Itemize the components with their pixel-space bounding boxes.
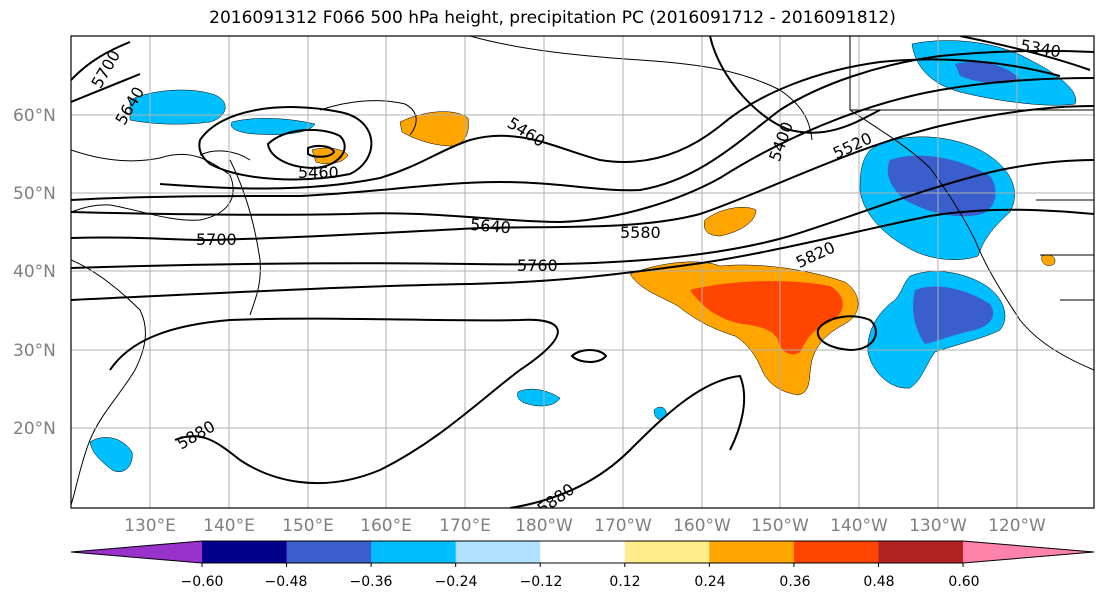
colorbar-tick-labels: −0.60 −0.48 −0.36 −0.24 −0.12 0.12 0.24 …: [181, 574, 980, 590]
lat-label-60: 60°N: [13, 106, 56, 126]
colorbar-cell: [455, 541, 541, 563]
colorbar-cell: [540, 541, 626, 563]
contour-5400: [709, 36, 881, 134]
colorbar-arrow-high: [963, 541, 1094, 563]
colorbar-tick-label: 0.12: [609, 574, 640, 590]
colorbar: −0.60 −0.48 −0.36 −0.24 −0.12 0.12 0.24 …: [70, 540, 1095, 590]
lon-label-160w: 160°W: [673, 516, 731, 536]
contour-label-5700-mid: 5700: [196, 230, 237, 249]
colorbar-cell: [624, 541, 710, 563]
contour-5760: [71, 159, 1094, 269]
contour-5580: [71, 49, 1094, 201]
precip-blob-central-pacific-red: [690, 281, 843, 355]
precip-blob-small-west: [89, 437, 133, 472]
lon-label-170w: 170°W: [594, 516, 652, 536]
contour-label-5460-kam: 5460: [298, 163, 339, 182]
lon-label-130w: 130°W: [909, 516, 967, 536]
colorbar-tick-label: 0.24: [694, 574, 725, 590]
colorbar-tick-label: −0.36: [350, 574, 393, 590]
contour-5640-west: [71, 73, 141, 103]
contour-5460-core: [307, 144, 336, 158]
lat-label-40: 40°N: [13, 262, 56, 282]
lat-label-30: 30°N: [13, 341, 56, 361]
lon-label-150w: 150°W: [751, 516, 809, 536]
contour-closed-pacific: [816, 315, 877, 352]
precip-blob-california-offshore-dark: [913, 286, 994, 344]
colorbar-cell: [286, 541, 372, 563]
colorbar-tick-label: −0.12: [520, 574, 563, 590]
contour-5460-outer: [198, 106, 373, 181]
contour-5700: [71, 105, 1094, 242]
contour-label-5580: 5580: [620, 223, 661, 242]
lon-label-180w: 180°W: [515, 516, 573, 536]
contour-5460-inner: [266, 128, 346, 170]
contour-5520: [159, 58, 1061, 190]
colorbar-cells: [70, 540, 1095, 564]
colorbar-cell: [878, 541, 964, 563]
map-title: 2016091312 F066 500 hPa height, precipit…: [209, 8, 896, 28]
precip-blob-canada-north-dark: [955, 61, 1020, 84]
lat-label-20: 20°N: [13, 419, 56, 439]
contour-closed-small: [570, 349, 608, 363]
contour-label-5640-mid: 5640: [469, 215, 511, 237]
contour-5700-west: [71, 41, 131, 81]
lon-label-150e: 150°E: [282, 516, 334, 536]
contour-label-5760: 5760: [517, 256, 558, 275]
contour-5880: [109, 317, 559, 485]
colorbar-cell: [793, 541, 879, 563]
colorbar-arrow-low: [71, 541, 202, 563]
lon-label-120w: 120°W: [988, 516, 1046, 536]
contour-5640: [71, 77, 1094, 224]
lon-label-130e: 130°E: [124, 516, 176, 536]
height-contours: [71, 36, 1094, 508]
colorbar-ticks: [201, 563, 964, 567]
colorbar-tick-label: −0.60: [181, 574, 224, 590]
colorbar-tick-label: 0.48: [863, 574, 894, 590]
longitude-labels: 130°E 140°E 150°E 160°E 170°E 180°W 170°…: [124, 516, 1046, 536]
colorbar-cell: [202, 541, 288, 563]
precip-blob-hawaii-north-orange: [704, 207, 757, 237]
colorbar-cell: [371, 541, 457, 563]
colorbar-tick-label: −0.24: [435, 574, 478, 590]
colorbar-tick-label: −0.48: [265, 574, 308, 590]
precip-blob-asia-north: [129, 89, 226, 125]
lon-label-140e: 140°E: [203, 516, 255, 536]
lat-label-50: 50°N: [13, 184, 56, 204]
lon-label-170e: 170°E: [439, 516, 491, 536]
graticule: [71, 36, 1094, 508]
contour-5880-south: [509, 374, 746, 508]
precip-blob-bering-orange: [399, 111, 469, 147]
lon-label-140w: 140°W: [830, 516, 888, 536]
precip-blob-small-south-1: [517, 388, 561, 407]
colorbar-cell: [709, 541, 795, 563]
latitude-labels: 60°N 50°N 40°N 30°N 20°N: [13, 106, 56, 439]
colorbar-tick-label: 0.60: [948, 574, 979, 590]
contour-5820: [71, 208, 1094, 301]
contour-5340: [959, 36, 1091, 71]
plot-frame: [70, 35, 1095, 509]
colorbar-tick-label: 0.36: [779, 574, 810, 590]
lon-label-160e: 160°E: [360, 516, 412, 536]
